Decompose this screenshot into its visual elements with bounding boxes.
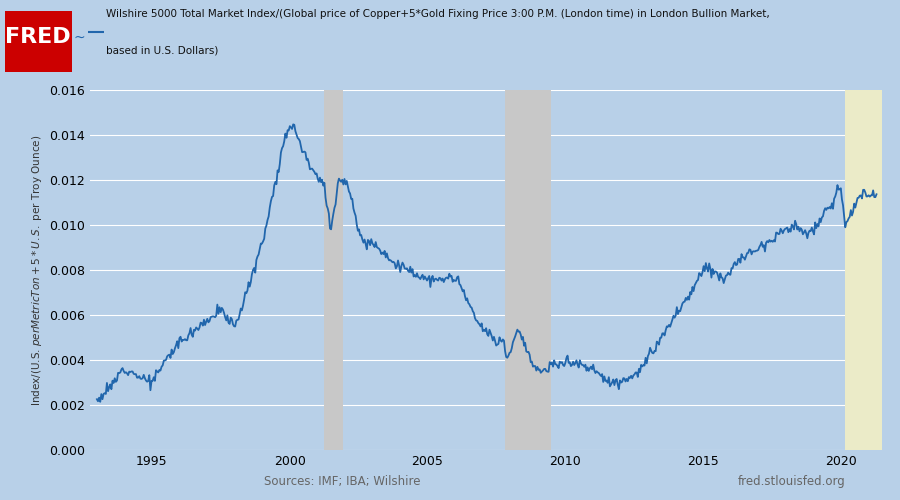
Text: FRED: FRED xyxy=(5,28,70,48)
Text: ~: ~ xyxy=(74,30,85,44)
Bar xyxy=(506,90,552,450)
Bar xyxy=(845,90,882,450)
Text: Sources: IMF; IBA; Wilshire: Sources: IMF; IBA; Wilshire xyxy=(264,474,420,488)
Bar xyxy=(324,90,343,450)
Text: fred.stlouisfed.org: fred.stlouisfed.org xyxy=(738,474,846,488)
FancyBboxPatch shape xyxy=(4,11,72,72)
Text: Wilshire 5000 Total Market Index/(Global price of Copper+5*Gold Fixing Price 3:0: Wilshire 5000 Total Market Index/(Global… xyxy=(106,8,770,18)
Text: based in U.S. Dollars): based in U.S. Dollars) xyxy=(106,46,219,55)
Y-axis label: Index/(U.S. $ per Metric Ton+5*U.S. $ per Troy Ounce): Index/(U.S. $ per Metric Ton+5*U.S. $ pe… xyxy=(30,134,43,406)
